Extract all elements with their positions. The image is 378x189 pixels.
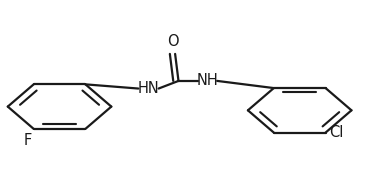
- Text: NH: NH: [196, 73, 218, 88]
- Text: Cl: Cl: [329, 125, 344, 140]
- Text: O: O: [167, 34, 179, 49]
- Text: HN: HN: [138, 81, 160, 96]
- Text: F: F: [23, 133, 32, 148]
